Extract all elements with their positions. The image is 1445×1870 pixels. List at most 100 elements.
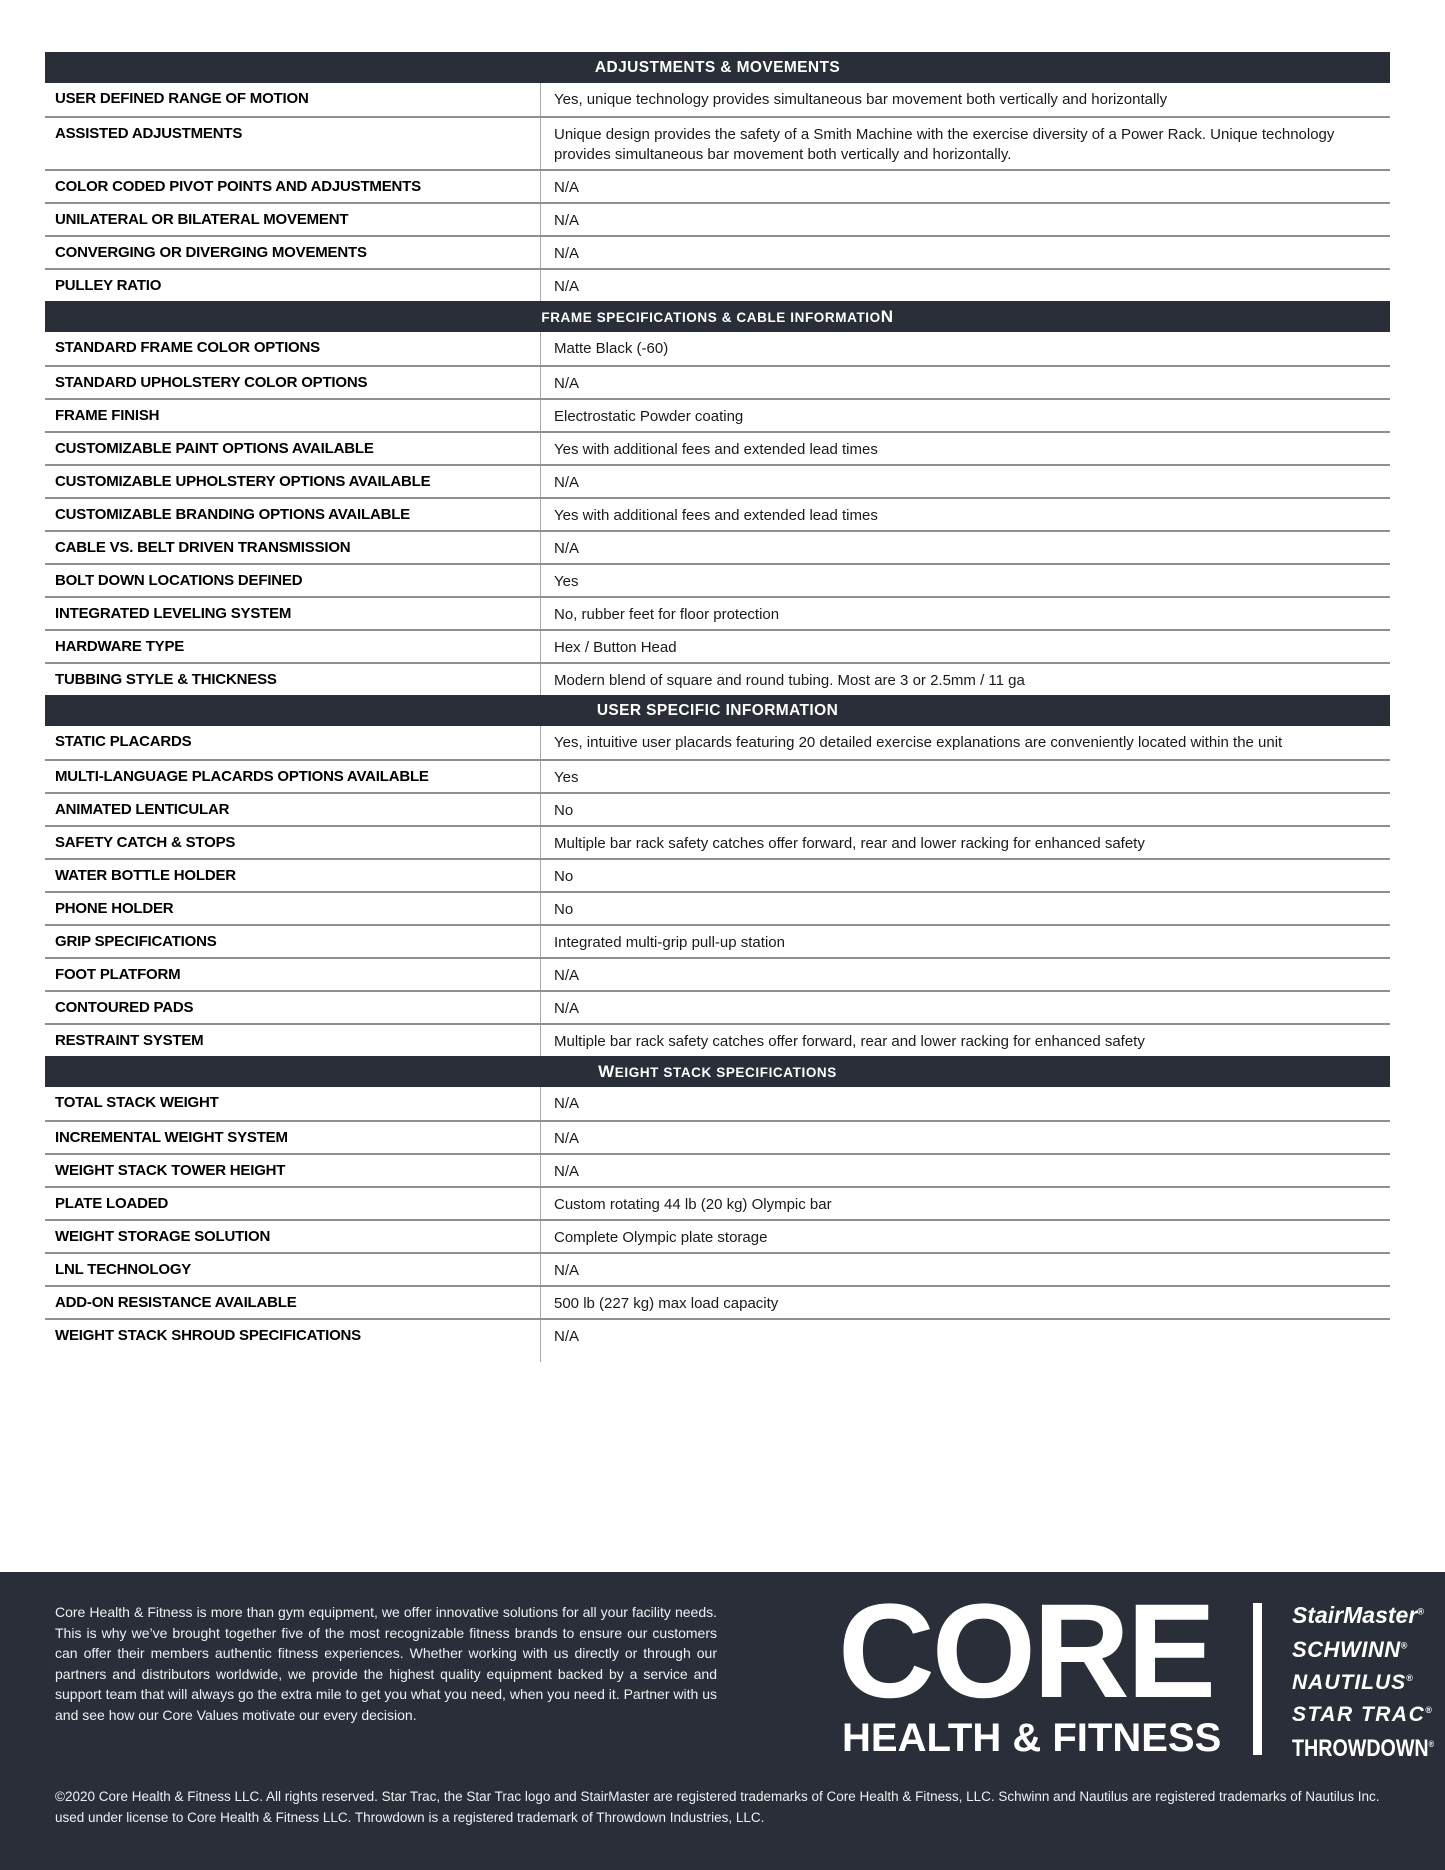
spec-value: Integrated multi-grip pull-up station [540,926,1390,957]
spec-row: INCREMENTAL WEIGHT SYSTEM N/A [45,1120,1390,1153]
spec-value: Hex / Button Head [540,631,1390,662]
about-text: Core Health & Fitness is more than gym e… [55,1604,717,1723]
spec-label: USER DEFINED RANGE OF MOTION [55,90,309,107]
spec-label: WEIGHT STACK SHROUD SPECIFICATIONS [55,1327,361,1344]
spec-row: CUSTOMIZABLE BRANDING OPTIONS AVAILABLE Y… [45,497,1390,530]
spec-label: LNL TECHNOLOGY [55,1261,192,1278]
spec-row: CUSTOMIZABLE UPHOLSTERY OPTIONS AVAILABL… [45,464,1390,497]
spec-value: N/A [540,959,1390,990]
spec-value: Multiple bar rack safety catches offer f… [540,1025,1390,1056]
spec-label: FOOT PLATFORM [55,966,181,983]
spec-value: Electrostatic Powder coating [540,400,1390,431]
footer: Core Health & Fitness is more than gym e… [0,1572,1445,1870]
spec-row: TOTAL STACK WEIGHT N/A [45,1087,1390,1120]
core-logo-divider-bar [1253,1603,1262,1755]
core-logo-title: CORE [838,1577,1216,1726]
spec-label: BOLT DOWN LOCATIONS DEFINED [55,572,303,589]
spec-row: STATIC PLACARDS Yes, intuitive user placa… [45,726,1390,759]
spec-row: ADD-ON RESISTANCE AVAILABLE 500 lb (227 k… [45,1285,1390,1318]
spec-row: WATER BOTTLE HOLDER No [45,858,1390,891]
spec-row: CONTOURED PADS N/A [45,990,1390,1023]
spec-value: 500 lb (227 kg) max load capacity [540,1287,1390,1318]
section-title: WEIGHT STACK SPECIFICATIONS [598,1062,837,1081]
spec-label: STANDARD UPHOLSTERY COLOR OPTIONS [55,374,368,391]
registered-mark: ® [1425,1705,1434,1715]
spec-value: N/A [540,237,1390,268]
spec-label: WATER BOTTLE HOLDER [55,867,236,884]
brand-logo-stairmaster: StairMaster® [1292,1602,1445,1629]
spec-label: ANIMATED LENTICULAR [55,801,230,818]
spec-row: SAFETY CATCH & STOPS Multiple bar rack sa… [45,825,1390,858]
spec-value: No [540,794,1390,825]
brand-name: THROWDOWN [1292,1735,1429,1762]
spec-value: N/A [540,1254,1390,1285]
spec-row: WEIGHT STACK SHROUD SPECIFICATIONS N/A [45,1318,1390,1351]
spec-row: FOOT PLATFORM N/A [45,957,1390,990]
spec-label: RESTRAINT SYSTEM [55,1032,204,1049]
spec-value: Modern blend of square and round tubing.… [540,664,1390,695]
spec-value: Yes with additional fees and extended le… [540,499,1390,530]
spec-value: N/A [540,1087,1390,1120]
spec-row: WEIGHT STACK TOWER HEIGHT N/A [45,1153,1390,1186]
spec-label: CUSTOMIZABLE PAINT OPTIONS AVAILABLE [55,440,374,457]
spec-row: MULTI-LANGUAGE PLACARDS OPTIONS AVAILABL… [45,759,1390,792]
spec-label: ASSISTED ADJUSTMENTS [55,125,243,142]
spec-row: ASSISTED ADJUSTMENTS Unique design provid… [45,116,1390,169]
section-header-bar: USER SPECIFIC INFORMATION [45,695,1390,726]
section-header-bar: WEIGHT STACK SPECIFICATIONS [45,1056,1390,1087]
spec-row: UNILATERAL OR BILATERAL MOVEMENT N/A [45,202,1390,235]
spec-row: HARDWARE TYPE Hex / Button Head [45,629,1390,662]
spec-value: Multiple bar rack safety catches offer f… [540,827,1390,858]
spec-value: Custom rotating 44 lb (20 kg) Olympic ba… [540,1188,1390,1219]
copyright-text: ©2020 Core Health & Fitness LLC. All rig… [55,1789,1380,1825]
brand-name: NAUTILUS [1292,1671,1407,1694]
brand-logo-schwinn: SCHWINN® [1292,1637,1445,1663]
spec-value: N/A [540,466,1390,497]
spec-value: No [540,860,1390,891]
spec-label: WEIGHT STORAGE SOLUTION [55,1228,271,1245]
spec-row: CONVERGING OR DIVERGING MOVEMENTS N/A [45,235,1390,268]
spec-row: FRAME FINISH Electrostatic Powder coating [45,398,1390,431]
spec-label: STANDARD FRAME COLOR OPTIONS [55,339,320,356]
spec-value: Yes, unique technology provides simultan… [540,83,1390,116]
spec-value: N/A [540,171,1390,202]
spec-value: Yes [540,761,1390,792]
spec-value: N/A [540,270,1390,301]
spec-row: CABLE VS. BELT DRIVEN TRANSMISSION N/A [45,530,1390,563]
spec-row: INTEGRATED LEVELING SYSTEM No, rubber fee… [45,596,1390,629]
spec-label: UNILATERAL OR BILATERAL MOVEMENT [55,211,349,228]
registered-mark: ® [1428,1739,1435,1749]
spec-value: N/A [540,1320,1390,1351]
spec-row: GRIP SPECIFICATIONS Integrated multi-grip… [45,924,1390,957]
spec-row: ANIMATED LENTICULAR No [45,792,1390,825]
registered-mark: ® [1406,1673,1414,1683]
spec-value: Complete Olympic plate storage [540,1221,1390,1252]
spec-label: CUSTOMIZABLE BRANDING OPTIONS AVAILABLE [55,506,410,523]
spec-value: N/A [540,204,1390,235]
spec-row: PHONE HOLDER No [45,891,1390,924]
spec-table: ADJUSTMENTS & MOVEMENTS USER DEFINED RANG… [45,52,1390,1362]
spec-value: No [540,893,1390,924]
spec-value: Yes, intuitive user placards featuring 2… [540,726,1390,759]
spec-label: CUSTOMIZABLE UPHOLSTERY OPTIONS AVAILABL… [55,473,431,490]
spec-label: INCREMENTAL WEIGHT SYSTEM [55,1129,288,1146]
spec-label: FRAME FINISH [55,407,160,424]
spec-label: TOTAL STACK WEIGHT [55,1094,219,1111]
spec-label: CONTOURED PADS [55,999,194,1016]
spec-label: COLOR CODED PIVOT POINTS AND ADJUSTMENTS [55,178,421,195]
spec-label: ADD-ON RESISTANCE AVAILABLE [55,1294,297,1311]
spec-row: USER DEFINED RANGE OF MOTION Yes, unique … [45,83,1390,116]
registered-mark: ® [1417,1606,1424,1617]
spec-row: PULLEY RATIO N/A [45,268,1390,301]
spec-row: CUSTOMIZABLE PAINT OPTIONS AVAILABLE Yes … [45,431,1390,464]
section-title: USER SPECIFIC INFORMATION [596,702,839,719]
spec-label: CABLE VS. BELT DRIVEN TRANSMISSION [55,539,351,556]
brand-logo-nautilus: NAUTILUS® [1292,1671,1445,1695]
brand-logo-throwdown: THROWDOWN® [1292,1735,1434,1763]
column-divider-stub [45,1351,541,1362]
spec-label: STATIC PLACARDS [55,733,192,750]
brand-logos: StairMaster® SCHWINN® NAUTILUS® STAR TRAC® T… [1292,1602,1445,1771]
spec-row: PLATE LOADED Custom rotating 44 lb (20 kg… [45,1186,1390,1219]
spec-row: LNL TECHNOLOGY N/A [45,1252,1390,1285]
spec-label: INTEGRATED LEVELING SYSTEM [55,605,292,622]
